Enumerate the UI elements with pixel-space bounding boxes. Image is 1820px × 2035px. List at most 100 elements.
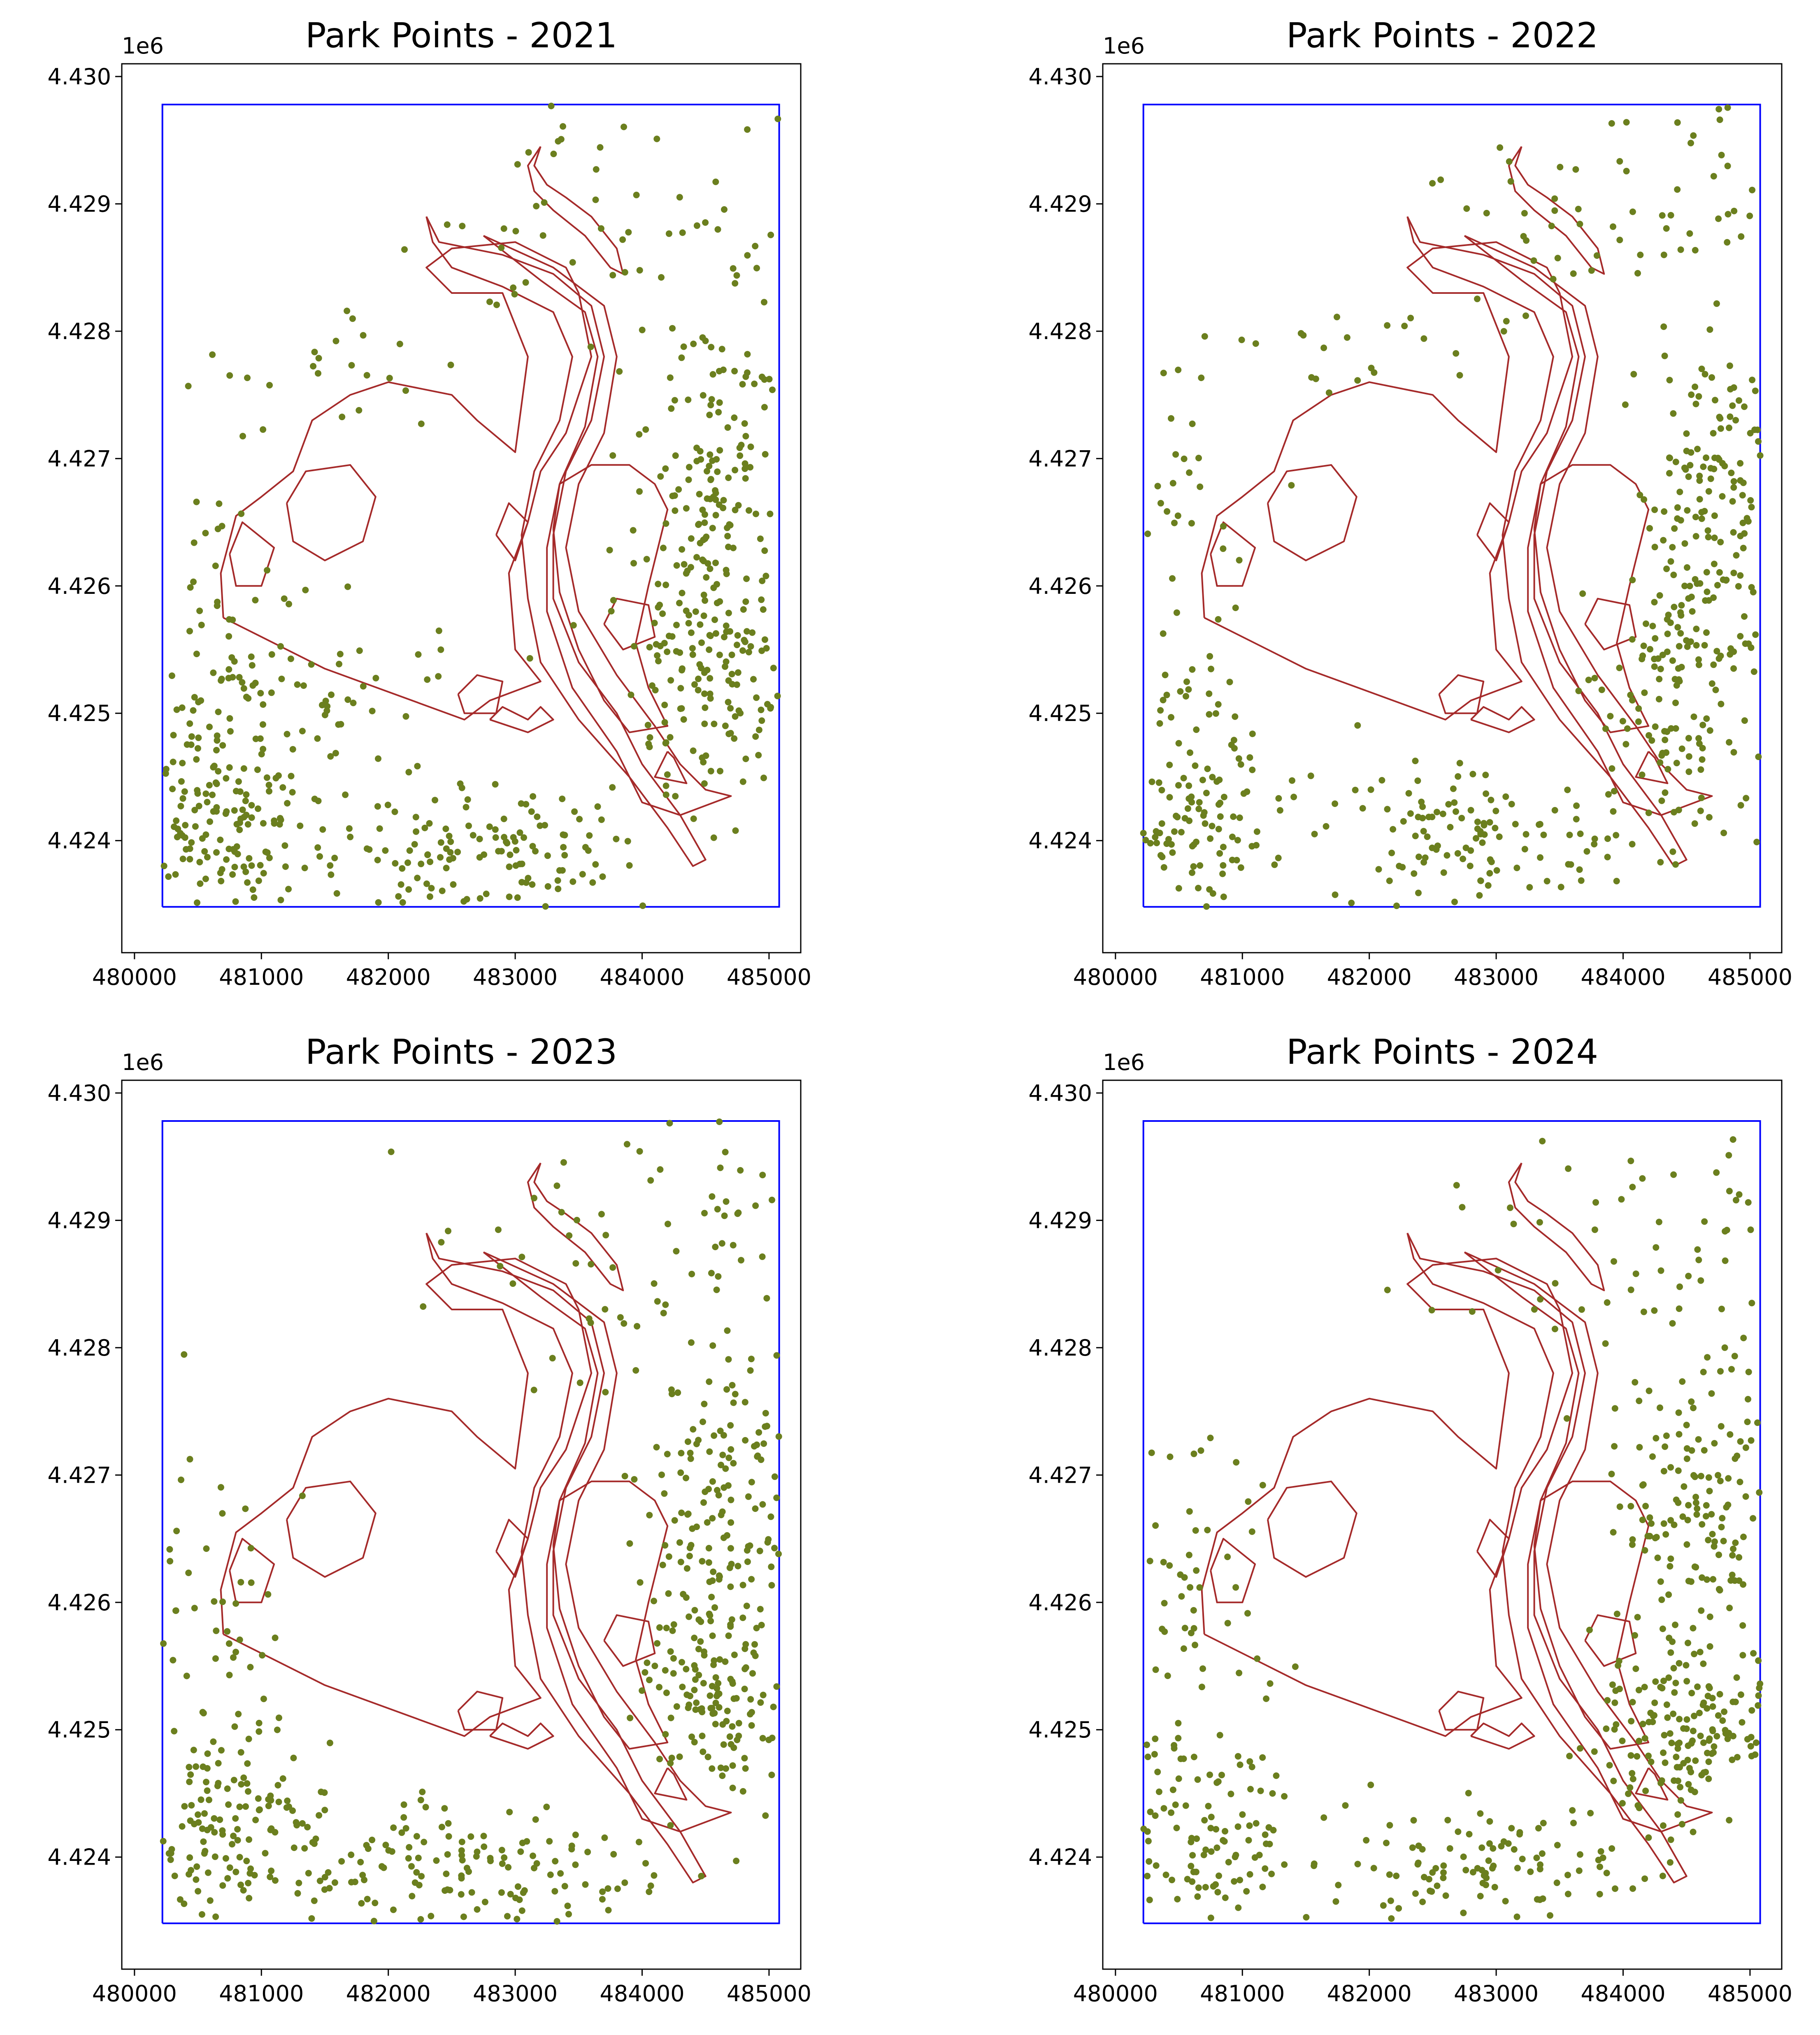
- x-tick-label: 484000: [600, 1981, 684, 2007]
- park-point: [1737, 633, 1744, 640]
- park-point: [1741, 403, 1748, 410]
- park-point: [511, 291, 518, 298]
- park-point: [1683, 1716, 1690, 1723]
- park-point: [709, 1577, 716, 1584]
- park-point: [1573, 816, 1580, 823]
- park-point: [1469, 1308, 1476, 1315]
- park-point: [639, 1687, 646, 1694]
- park-point: [284, 1797, 291, 1804]
- park-point: [419, 1788, 426, 1795]
- park-point: [218, 675, 225, 682]
- park-point: [1175, 740, 1182, 747]
- park-point: [586, 1315, 593, 1322]
- park-point: [709, 525, 716, 532]
- park-point: [700, 392, 707, 399]
- park-point: [199, 1709, 206, 1716]
- park-point: [1551, 195, 1558, 202]
- park-point: [1168, 714, 1174, 721]
- park-point: [1259, 1481, 1266, 1488]
- park-point: [1662, 1443, 1669, 1450]
- park-point: [1474, 1865, 1481, 1872]
- park-point: [1505, 1840, 1512, 1847]
- park-point: [667, 677, 674, 684]
- park-point: [735, 707, 742, 714]
- park-point: [1205, 1802, 1212, 1809]
- park-point: [224, 1628, 231, 1635]
- x-tick-label: 482000: [346, 964, 431, 990]
- park-point: [312, 1835, 319, 1842]
- park-point: [1756, 1489, 1763, 1496]
- park-point: [587, 343, 594, 350]
- park-point: [190, 1747, 197, 1754]
- park-point: [458, 1838, 465, 1845]
- park-point: [543, 1803, 550, 1810]
- park-point: [735, 1720, 742, 1727]
- x-tick-label: 481000: [1200, 1981, 1285, 2007]
- park-point: [265, 1802, 272, 1809]
- park-point: [406, 1844, 413, 1851]
- park-point: [721, 634, 728, 640]
- park-point: [657, 1166, 664, 1173]
- y-tick-label: 4.425: [1028, 700, 1092, 726]
- park-point: [260, 870, 267, 877]
- park-point: [744, 1558, 751, 1565]
- park-point: [1671, 809, 1677, 816]
- park-point: [1486, 1840, 1493, 1847]
- park-point: [1163, 691, 1170, 698]
- park-point: [207, 1897, 214, 1904]
- park-point: [1696, 740, 1703, 747]
- park-point: [757, 1606, 764, 1613]
- park-point: [195, 1888, 202, 1895]
- park-point: [1603, 1870, 1610, 1877]
- park-point: [1164, 1672, 1171, 1679]
- park-point: [1533, 1854, 1540, 1861]
- park-point: [1235, 1904, 1242, 1911]
- park-point: [677, 1469, 684, 1476]
- park-point: [1627, 1503, 1634, 1509]
- park-point: [1703, 1513, 1709, 1520]
- park-point: [200, 1838, 207, 1845]
- park-outline: [489, 706, 554, 733]
- park-point: [1634, 1614, 1641, 1621]
- park-point: [1629, 1536, 1636, 1543]
- y-tick-label: 4.430: [1028, 64, 1092, 90]
- park-point: [160, 1640, 167, 1647]
- park-point: [1747, 1226, 1754, 1233]
- park-point: [1680, 1725, 1687, 1732]
- park-point: [372, 1900, 379, 1907]
- park-point: [1663, 1432, 1670, 1439]
- park-point: [231, 807, 238, 814]
- park-point: [267, 1873, 274, 1880]
- park-point: [1717, 415, 1724, 422]
- park-point: [702, 704, 709, 711]
- park-point: [1226, 679, 1233, 686]
- park-point: [759, 577, 766, 584]
- park-point: [1153, 828, 1160, 835]
- park-point: [1230, 737, 1237, 744]
- park-point: [1613, 878, 1620, 884]
- park-point: [1661, 1732, 1668, 1739]
- park-point: [710, 1568, 717, 1575]
- park-point: [630, 527, 637, 534]
- park-point: [1238, 336, 1245, 343]
- park-point: [1653, 1244, 1660, 1251]
- park-point: [1500, 328, 1507, 335]
- park-point: [725, 1454, 732, 1461]
- park-point: [507, 851, 514, 858]
- park-point: [773, 1352, 780, 1359]
- park-point: [1741, 613, 1748, 620]
- park-point: [186, 1764, 193, 1770]
- park-point: [1506, 158, 1513, 165]
- park-point: [633, 191, 640, 198]
- park-point: [734, 642, 740, 649]
- park-point: [1708, 680, 1715, 687]
- park-point: [1703, 569, 1710, 576]
- park-point: [1565, 1165, 1572, 1172]
- park-point: [1251, 1854, 1258, 1861]
- park-point: [738, 442, 745, 449]
- park-point: [457, 780, 464, 787]
- park-point: [167, 1558, 174, 1565]
- park-point: [752, 243, 759, 249]
- park-point: [1551, 207, 1558, 214]
- y-tick-label: 4.425: [47, 700, 111, 726]
